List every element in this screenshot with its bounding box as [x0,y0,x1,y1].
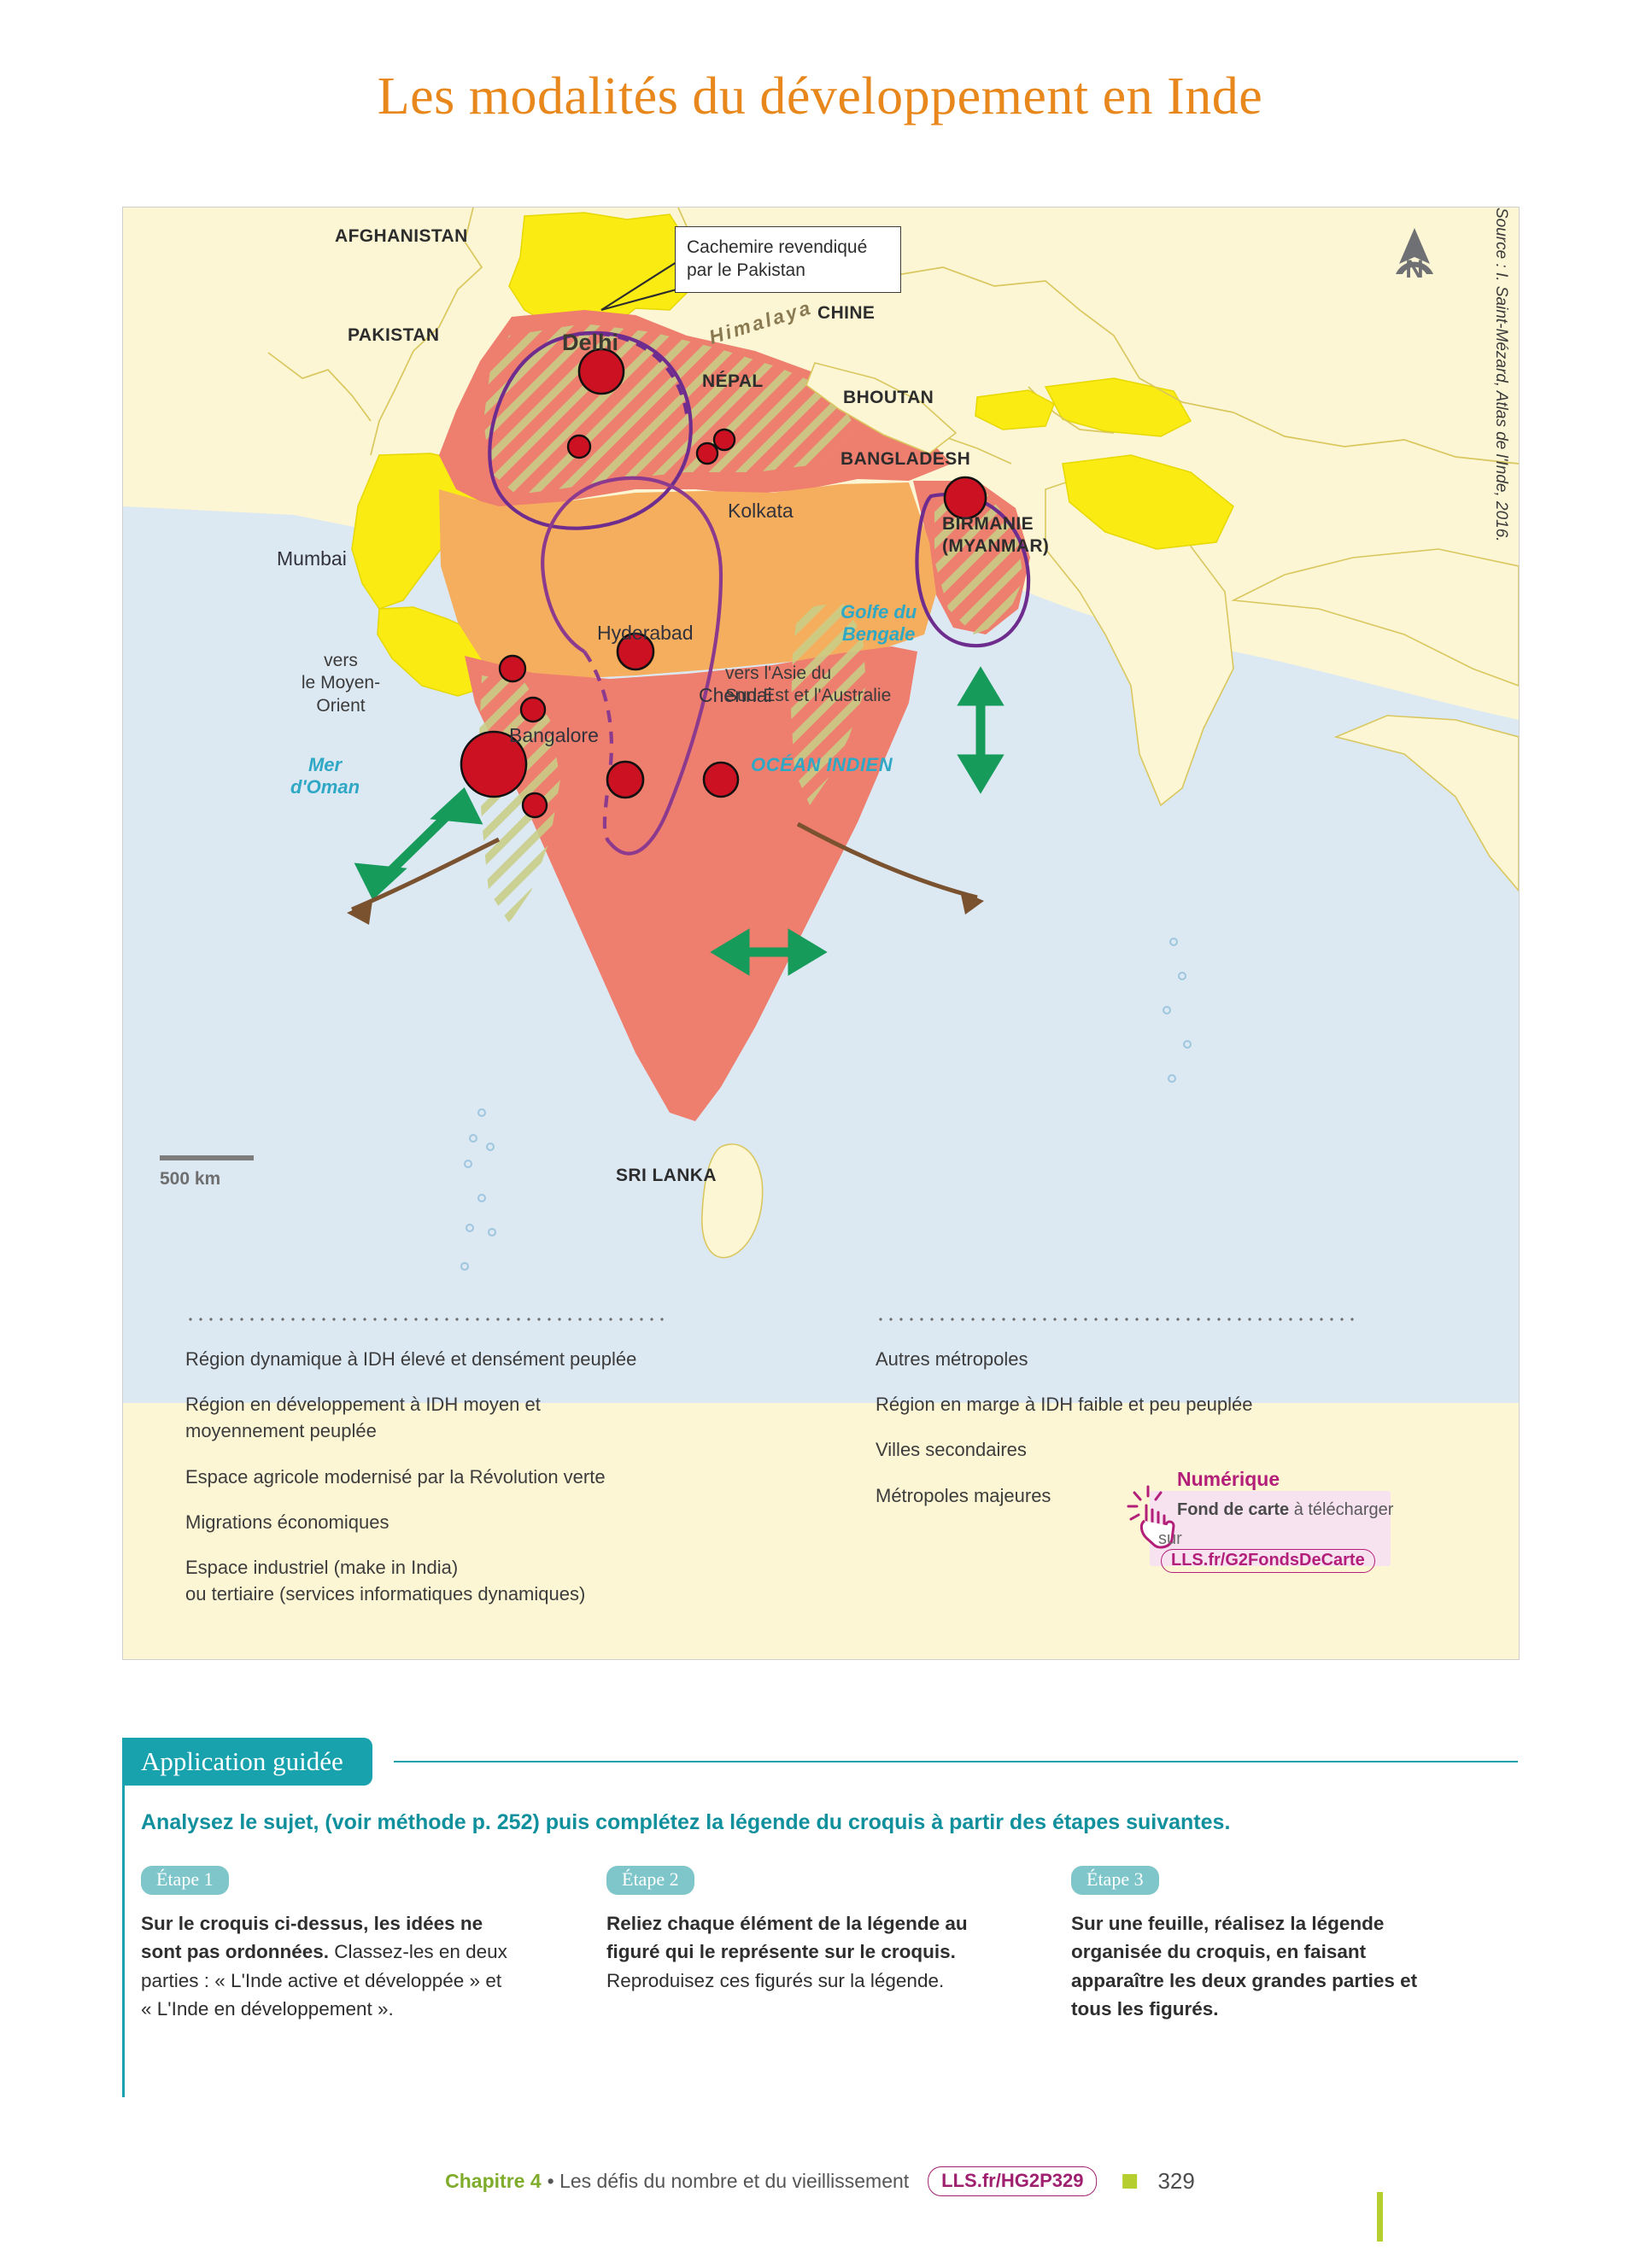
step-body: Reliez chaque élément de la légende au f… [606,1909,982,1995]
map-canvas [123,208,1519,1659]
legend-item: Région en marge à IDH faible et peu peup… [876,1394,1253,1416]
numerique-background [1150,1491,1391,1566]
step-body-bold: Sur une feuille, réalisez la légende org… [1071,1913,1418,2020]
country-label-afghanistan: AFGHANISTAN [335,226,468,246]
step-body-bold: Reliez chaque élément de la légende au f… [606,1913,968,1963]
country-label-sri-lanka: SRI LANKA [616,1166,717,1185]
city-label-kolkata: Kolkata [728,500,794,522]
city-label-delhi: Delhi [562,330,619,355]
section-tab-label: Application guidée [141,1746,343,1776]
footer-inner: Chapitre 4 • Les défis du nombre et du v… [445,2166,1195,2196]
step-body-rest: Reproduisez ces figurés sur la légende. [606,1969,945,1991]
city-label-hyderabad: Hyderabad [597,622,694,644]
scale-bar [160,1155,254,1160]
north-label: N [1405,255,1424,284]
city-label-chennai: Chennai [699,684,772,706]
numerique-line2: surLLS.fr/G2FondsDeCarte [1158,1529,1391,1573]
numerique-link[interactable]: LLS.fr/G2FondsDeCarte [1161,1549,1375,1573]
section-instruction: Analysez le sujet, (voir méthode p. 252)… [141,1810,1231,1834]
city-label-bangalore: Bangalore [509,724,599,746]
step-body: Sur une feuille, réalisez la légende org… [1071,1909,1447,2023]
page-marker-icon [1122,2174,1138,2189]
legend-item: Région dynamique à IDH élevé et densémen… [185,1348,637,1370]
numerique-line1-bold: Fond de carte [1177,1500,1290,1519]
numerique-line1: Fond de carte à télécharger [1177,1500,1393,1520]
page-footer: Chapitre 4 • Les défis du nombre et du v… [0,2166,1640,2242]
section-left-rule [122,1745,125,2097]
step-body-bold: Sur le croquis ci-dessus, les idées ne s… [141,1913,483,1963]
scale-label: 500 km [160,1169,221,1189]
step-3: Étape 3 Sur une feuille, réalisez la lég… [1071,1866,1447,2023]
page-title: Les modalités du développement en Inde [377,67,1263,126]
flow-label-moyen-orient: vers le Moyen- Orient [301,651,381,716]
map-legend: Région dynamique à IDH élevé et densémen… [122,1294,1518,1658]
city-label-mumbai: Mumbai [277,547,347,570]
map-source-text: Source : I. Saint-Mézard, Atlas de l'Ind… [1492,208,1510,542]
legend-item: Région en développement à IDH moyen et m… [185,1394,541,1442]
legend-item: Villes secondaires [876,1439,1027,1461]
flow-label-asie-australie: vers l'Asie du Sud-Est et l'Australie [725,663,892,706]
application-guidee-section: Application guidée Analysez le sujet, (v… [122,1738,1518,2109]
page-number: 329 [1157,2168,1195,2194]
legend-column-right: Autres métropoles Région en marge à IDH … [876,1317,1354,1528]
legend-dotted-rule-left [185,1317,664,1322]
step-2: Étape 2 Reliez chaque élément de la lége… [606,1866,982,1995]
step-body-rest: Classez-les en deux parties : « L'Inde a… [141,1941,507,2020]
page-marker-tail [1377,2192,1383,2242]
footer-link[interactable]: LLS.fr/HG2P329 [928,2166,1098,2196]
numerique-title: Numérique [1177,1468,1280,1490]
step-body: Sur le croquis ci-dessus, les idées ne s… [141,1909,517,2023]
numerique-line2-prefix: sur [1158,1529,1182,1548]
map-source: Source : I. Saint-Mézard, Atlas de l'Ind… [1482,208,1519,754]
numerique-line1-rest: à télécharger [1289,1500,1394,1519]
step-1: Étape 1 Sur le croquis ci-dessus, les id… [141,1866,517,2023]
footer-chapter: Chapitre 4 [445,2170,542,2192]
click-hand-icon [1126,1483,1179,1550]
section-tab: Application guidée [122,1738,372,1786]
legend-item: Autres métropoles [876,1348,1028,1370]
country-label-birmanie: BIRMANIE (MYANMAR) [942,514,1050,557]
step-badge: Étape 1 [141,1866,229,1895]
north-arrow-icon: N [1389,225,1440,293]
step-badge: Étape 2 [606,1866,694,1895]
kashmir-callout: Cachemire revendiqué par le Pakistan [675,226,901,293]
step-badge: Étape 3 [1071,1866,1159,1895]
numerique-box: Numérique Fond de carte à télécharger su… [1126,1468,1393,1573]
sea-label-ocean-indien: OCÉAN INDIEN [751,754,893,775]
country-label-chine: CHINE [817,303,876,323]
legend-item: Métropoles majeures [876,1484,1051,1506]
legend-dotted-rule-right [876,1317,1354,1322]
country-label-bhoutan: BHOUTAN [843,388,934,407]
legend-item: Espace agricole modernisé par la Révolut… [185,1465,606,1488]
sea-label-mer-oman: Mer d'Oman [290,754,360,798]
sea-label-golfe-bengale: Golfe du Bengale [840,601,917,646]
footer-text: • Les défis du nombre et du vieillisseme… [547,2170,910,2192]
legend-item: Migrations économiques [185,1511,390,1533]
legend-column-left: Région dynamique à IDH élevé et densémen… [185,1317,664,1627]
country-label-pakistan: PAKISTAN [348,325,440,345]
map-figure: Cachemire revendiqué par le Pakistan N 5… [122,207,1520,1660]
legend-item: Espace industriel (make in India) ou ter… [185,1557,586,1605]
country-label-bangladesh: BANGLADESH [840,449,971,469]
country-label-nepal: NÉPAL [702,371,764,391]
section-top-rule [394,1761,1518,1762]
